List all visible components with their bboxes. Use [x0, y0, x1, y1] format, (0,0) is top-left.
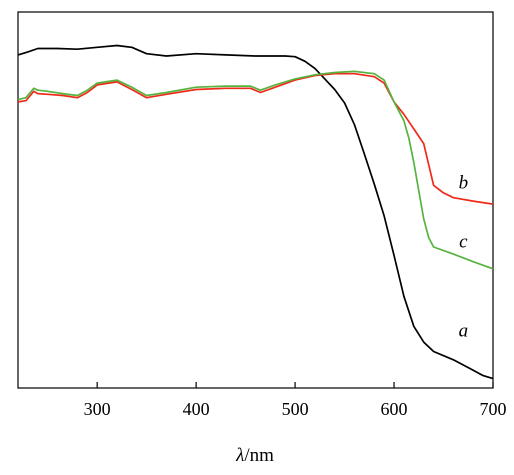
curve-label-c: c — [459, 232, 468, 253]
x-tick-label-700: 700 — [480, 399, 507, 419]
x-axis-label-unit: /nm — [244, 445, 274, 466]
x-tick-label-500: 500 — [282, 399, 309, 419]
x-axis-tick-labels: 300 400 500 600 700 — [84, 399, 507, 419]
x-axis-ticks — [96, 382, 494, 388]
series-line-b — [17, 72, 494, 205]
plot-frame — [17, 11, 494, 389]
series-line-a — [17, 44, 494, 380]
curve-label-b: b — [459, 172, 469, 193]
x-tick-label-300: 300 — [84, 399, 111, 419]
x-tick-label-400: 400 — [183, 399, 210, 419]
x-axis-label-variable: λ — [235, 445, 244, 466]
x-tick-label-600: 600 — [381, 399, 408, 419]
x-axis-label: λ/nm — [235, 445, 274, 466]
curve-label-a: a — [459, 320, 469, 341]
curve-labels: a b c — [459, 172, 469, 341]
series-line-c — [17, 70, 494, 270]
series-group — [17, 44, 494, 380]
